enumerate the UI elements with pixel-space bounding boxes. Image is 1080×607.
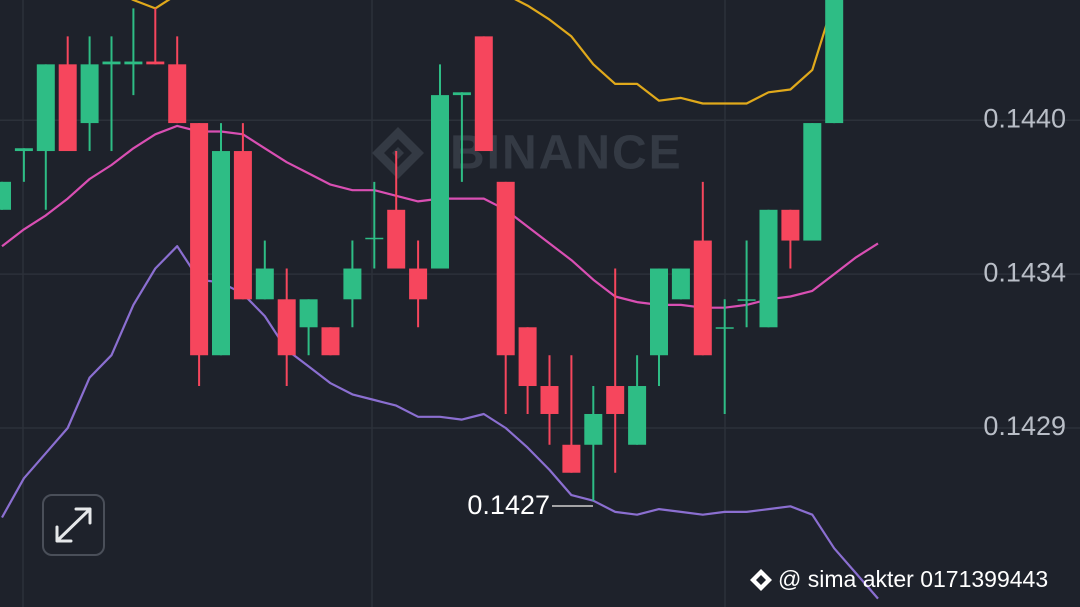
candle-body — [124, 61, 143, 65]
candle-body — [628, 386, 647, 445]
candle-body — [299, 299, 318, 328]
indicator-line — [130, 0, 836, 105]
y-tick-label: 0.1440 — [983, 103, 1066, 133]
candle-body — [233, 151, 252, 300]
candle-body — [146, 61, 165, 65]
low-annotation: 0.1427 — [467, 490, 550, 520]
candle-body — [496, 181, 515, 356]
candle-body — [650, 268, 668, 356]
candle-body — [474, 36, 493, 152]
candle-body — [781, 209, 800, 241]
candle-body — [102, 61, 121, 65]
candle-body — [562, 444, 581, 473]
candle-body — [365, 237, 384, 240]
candle-body — [431, 95, 449, 269]
candle-body — [518, 327, 537, 387]
candle-body — [759, 209, 778, 328]
candle-body — [255, 268, 274, 300]
candle-body — [452, 92, 471, 96]
candle-body — [58, 64, 77, 152]
candle-body — [803, 123, 822, 241]
candle-body — [0, 181, 11, 210]
credit: @ sima akter 0171399443 — [778, 566, 1048, 592]
candle-body — [737, 299, 756, 301]
y-tick-label: 0.1434 — [983, 257, 1066, 287]
plot-area — [0, 0, 879, 600]
candle-body — [168, 64, 187, 124]
candle-body — [387, 209, 406, 269]
candle-body — [321, 327, 340, 356]
candle-body — [343, 268, 362, 300]
candle-body — [584, 413, 603, 445]
candle-body — [36, 64, 55, 152]
watermark-logo — [372, 127, 424, 179]
expand-button[interactable] — [42, 494, 105, 556]
candle-body — [190, 123, 209, 356]
candle-body — [212, 151, 230, 356]
candle-body — [715, 327, 734, 329]
candle-body — [671, 268, 690, 300]
candle-body — [693, 240, 712, 356]
candle-body — [80, 64, 99, 124]
candle-body — [277, 299, 296, 356]
candle-body — [606, 386, 625, 414]
y-tick-label: 0.1429 — [983, 411, 1066, 441]
indicator-line — [1, 245, 879, 600]
candle-body — [825, 0, 844, 124]
candle-body — [14, 148, 33, 152]
credit-logo — [750, 569, 772, 591]
candle-body — [540, 386, 559, 414]
candle-body — [409, 268, 428, 300]
